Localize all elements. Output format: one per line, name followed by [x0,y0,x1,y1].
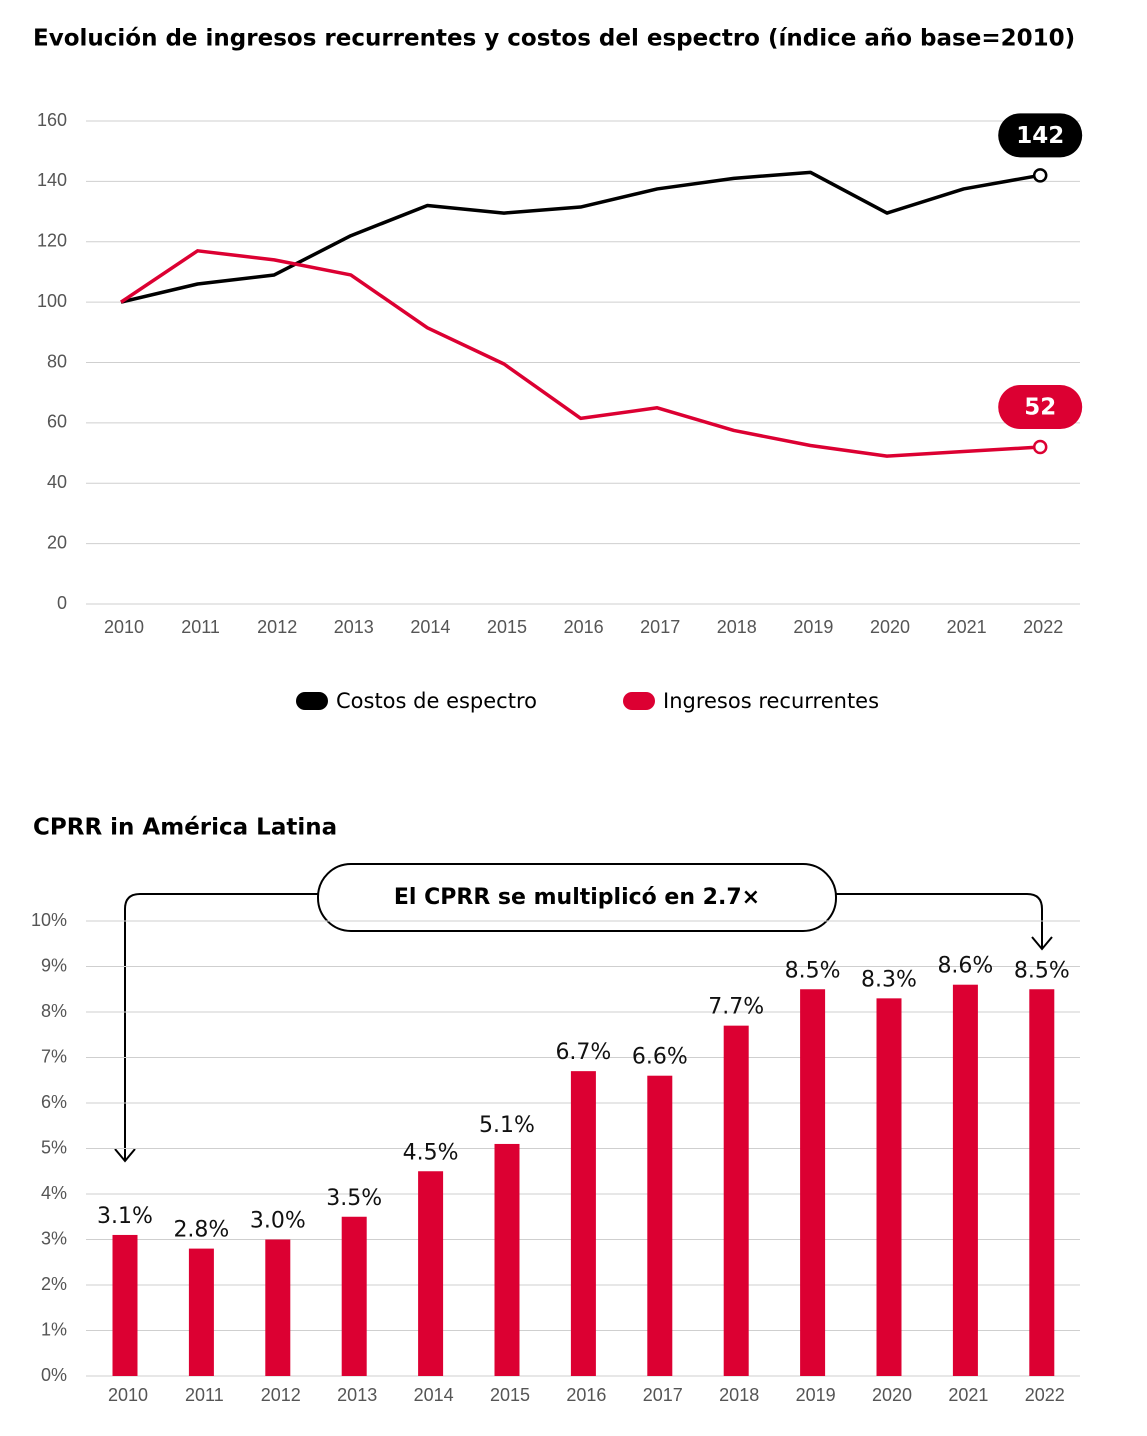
x-tick-label: 2014 [410,617,450,637]
y-tick-label: 40 [47,472,67,492]
chart-title: CPRR in América Latina [33,815,337,841]
annotation-box [317,863,837,932]
x-tick-label: 2012 [261,1385,301,1405]
y-tick-label: 6% [41,1092,67,1112]
value-label: 7.7% [708,995,764,1020]
x-tick-label: 2015 [490,1385,530,1405]
y-tick-label: 60 [47,412,67,432]
x-tick-label: 2017 [643,1385,683,1405]
x-tick-label: 2020 [872,1385,912,1405]
value-label: 52 [1024,395,1056,421]
value-label: 8.5% [785,958,841,983]
value-label: 3.5% [326,1186,382,1211]
value-label: 8.3% [861,967,917,992]
x-tick-label: 2020 [870,617,910,637]
x-tick-label: 2022 [1023,617,1063,637]
annotation-arrow [836,893,1043,948]
y-tick-label: 0 [57,593,67,613]
x-tick-label: 2012 [257,617,297,637]
value-label: 2.8% [173,1218,229,1243]
end-marker [1032,439,1048,455]
value-label: 6.6% [632,1045,688,1070]
value-label: 5.1% [479,1113,535,1138]
x-tick-label: 2021 [948,1385,988,1405]
value-label: 4.5% [403,1140,459,1165]
bar [647,1075,673,1376]
bar [1029,989,1055,1376]
bar [800,989,826,1376]
bar [341,1216,367,1376]
x-tick-label: 2011 [181,617,220,637]
value-badge [998,385,1083,430]
end-marker [1032,168,1048,183]
value-label: 8.5% [1014,958,1070,983]
x-tick-label: 2015 [487,617,527,637]
y-tick-label: 9% [41,955,67,975]
legend-label: Costos de espectro [336,689,537,713]
y-tick-label: 8% [41,1001,67,1021]
y-tick-label: 3% [41,1228,67,1248]
bar [494,1143,520,1376]
x-tick-label: 2014 [414,1385,454,1405]
x-tick-label: 2016 [566,1385,606,1405]
bar [723,1025,749,1376]
y-tick-label: 160 [37,110,67,130]
annotation-text: El CPRR se multiplicó en 2.7× [394,885,760,910]
value-label: 3.0% [250,1209,306,1234]
x-tick-label: 2011 [185,1385,224,1405]
annotation-arrow [124,893,318,1160]
legend-swatch [623,692,655,710]
arrow-head [1031,936,1053,951]
value-badge [998,113,1083,158]
x-tick-label: 2018 [717,617,757,637]
y-tick-label: 120 [37,231,67,251]
x-tick-label: 2013 [337,1385,377,1405]
bar [265,1239,291,1376]
x-tick-label: 2013 [334,617,374,637]
legend-swatch [296,692,328,710]
value-label: 142 [1016,123,1064,149]
y-tick-label: 7% [41,1046,67,1066]
y-tick-label: 4% [41,1183,67,1203]
value-label: 6.7% [555,1040,611,1065]
x-tick-label: 2010 [104,617,144,637]
annotation: El CPRR se multiplicó en 2.7× [114,863,1053,1163]
x-tick-label: 2019 [796,1385,836,1405]
bar [112,1234,138,1376]
y-tick-label: 0% [41,1365,67,1385]
x-tick-label: 2010 [108,1385,148,1405]
y-tick-label: 10% [31,910,67,930]
x-tick-label: 2021 [947,617,987,637]
x-tick-label: 2016 [564,617,604,637]
value-label: 3.1% [97,1204,153,1229]
bar [570,1071,596,1376]
x-tick-label: 2017 [640,617,680,637]
bar [188,1248,214,1376]
y-tick-label: 1% [41,1319,67,1339]
bar [876,998,902,1376]
y-tick-label: 20 [47,532,67,552]
x-tick-label: 2018 [719,1385,759,1405]
chart-title: Evolución de ingresos recurrentes y cost… [33,26,1075,52]
value-label: 8.6% [937,954,993,979]
bar [418,1171,444,1376]
line [120,170,1041,304]
x-tick-label: 2022 [1025,1385,1065,1405]
line [120,249,1041,458]
arrow-head [114,1148,136,1163]
y-tick-label: 2% [41,1274,67,1294]
y-tick-label: 100 [37,291,67,311]
x-tick-label: 2019 [793,617,833,637]
y-tick-label: 80 [47,351,67,371]
y-tick-label: 5% [41,1137,67,1157]
bar [952,984,978,1376]
legend-label: Ingresos recurrentes [663,689,879,713]
y-tick-label: 140 [37,170,67,190]
